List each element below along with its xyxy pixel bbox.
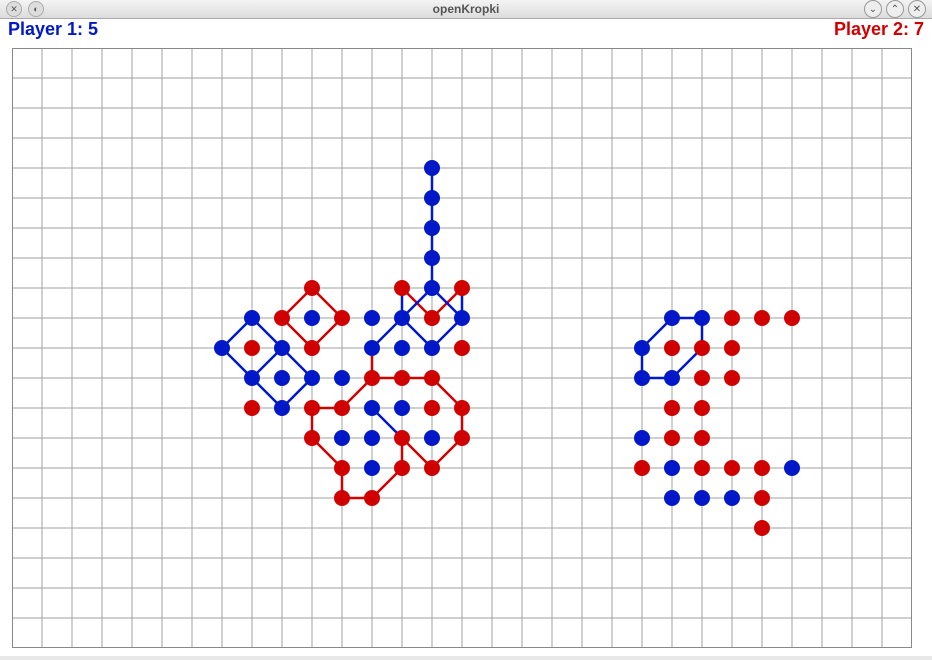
dot-player2: [754, 520, 770, 536]
dot-player1: [304, 370, 320, 386]
dot-player2: [784, 310, 800, 326]
app-menu-icon[interactable]: ✕: [6, 1, 22, 17]
dot-player1: [424, 430, 440, 446]
dot-player1: [364, 460, 380, 476]
dot-player1: [634, 340, 650, 356]
dot-player1: [424, 280, 440, 296]
dot-player1: [274, 370, 290, 386]
dot-player1: [664, 490, 680, 506]
dot-player1: [664, 310, 680, 326]
dot-player2: [334, 400, 350, 416]
window-title: openKropki: [0, 2, 932, 16]
dot-player2: [754, 310, 770, 326]
dot-player2: [304, 400, 320, 416]
dot-player2: [754, 460, 770, 476]
dot-player2: [694, 370, 710, 386]
dot-player1: [364, 340, 380, 356]
dot-player1: [694, 490, 710, 506]
dot-player2: [424, 370, 440, 386]
dot-player2: [694, 430, 710, 446]
dot-player1: [214, 340, 230, 356]
dot-player1: [424, 220, 440, 236]
dot-player2: [304, 340, 320, 356]
dot-player2: [394, 370, 410, 386]
dot-player1: [664, 370, 680, 386]
dot-player1: [424, 190, 440, 206]
dot-player2: [364, 490, 380, 506]
dot-player2: [724, 310, 740, 326]
dot-player2: [394, 280, 410, 296]
dot-player1: [274, 340, 290, 356]
dot-player1: [274, 400, 290, 416]
dot-player1: [724, 490, 740, 506]
dot-player1: [634, 430, 650, 446]
dot-player1: [394, 400, 410, 416]
dot-player2: [424, 460, 440, 476]
dot-player2: [724, 340, 740, 356]
dot-player2: [394, 460, 410, 476]
game-board-area: [0, 40, 932, 660]
dot-player1: [364, 430, 380, 446]
dot-player2: [694, 340, 710, 356]
dot-player2: [634, 460, 650, 476]
dot-player2: [394, 430, 410, 446]
game-board[interactable]: [12, 48, 912, 648]
maximize-button[interactable]: ⌃: [886, 0, 904, 18]
dot-player1: [334, 430, 350, 446]
dot-player1: [424, 250, 440, 266]
dot-player2: [664, 430, 680, 446]
dot-player2: [664, 400, 680, 416]
dot-player2: [274, 310, 290, 326]
dot-player1: [424, 340, 440, 356]
dot-player1: [334, 370, 350, 386]
dot-player2: [424, 310, 440, 326]
dot-player2: [724, 370, 740, 386]
player1-score: Player 1: 5: [8, 19, 98, 40]
dot-player2: [244, 340, 260, 356]
minimize-button[interactable]: ⌄: [864, 0, 882, 18]
dot-player2: [424, 400, 440, 416]
dot-player1: [394, 310, 410, 326]
dot-player1: [784, 460, 800, 476]
dot-player1: [634, 370, 650, 386]
dot-player1: [454, 310, 470, 326]
dot-player2: [304, 280, 320, 296]
dot-player2: [454, 280, 470, 296]
dot-player1: [244, 370, 260, 386]
dot-player2: [664, 340, 680, 356]
dot-player1: [304, 310, 320, 326]
app-icon: ◐: [28, 1, 44, 17]
dot-player2: [694, 460, 710, 476]
app-window: ✕ ◐ openKropki ⌄ ⌃ ✕ Player 1: 5 Player …: [0, 0, 932, 656]
dot-player1: [424, 160, 440, 176]
dot-player2: [454, 430, 470, 446]
dot-player2: [334, 490, 350, 506]
dot-player2: [334, 460, 350, 476]
dot-player1: [364, 400, 380, 416]
dot-player2: [334, 310, 350, 326]
dot-player2: [724, 460, 740, 476]
dot-player1: [364, 310, 380, 326]
dot-player2: [454, 340, 470, 356]
score-bar: Player 1: 5 Player 2: 7: [0, 19, 932, 40]
dot-player2: [694, 400, 710, 416]
dot-player2: [244, 400, 260, 416]
dot-player1: [694, 310, 710, 326]
dot-player2: [364, 370, 380, 386]
dot-player1: [244, 310, 260, 326]
dot-player1: [664, 460, 680, 476]
dot-player2: [754, 490, 770, 506]
titlebar: ✕ ◐ openKropki ⌄ ⌃ ✕: [0, 0, 932, 19]
player2-score: Player 2: 7: [834, 19, 924, 40]
dot-player1: [394, 340, 410, 356]
dot-player2: [304, 430, 320, 446]
close-button[interactable]: ✕: [908, 0, 926, 18]
dot-player2: [454, 400, 470, 416]
